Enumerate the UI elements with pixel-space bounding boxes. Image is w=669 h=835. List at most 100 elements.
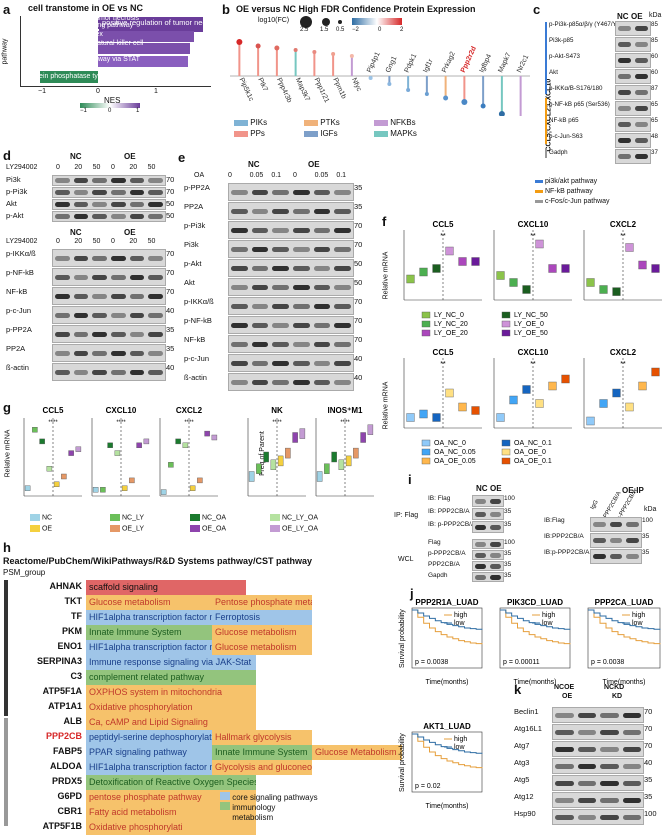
b-gene-label: Mapk7 [497, 52, 512, 74]
k-band [622, 814, 641, 820]
d-bottom-row: ß-actin 40 [6, 362, 176, 381]
d-bottom-band [148, 274, 163, 280]
e-band [334, 379, 351, 385]
a-legtick-2: 0 [108, 108, 112, 114]
i-ip-blot [472, 521, 504, 533]
j-ylabel-2: Survival probability [399, 733, 406, 792]
c-legend-3: c-Fos/c-Jun pathway [535, 198, 610, 205]
b-size-legend [300, 16, 402, 28]
i-ip-blot [472, 508, 504, 520]
f-box [625, 402, 634, 412]
k-row: Hsp90 100 [514, 808, 669, 825]
b-gene-label: Ppp1r21 [313, 77, 331, 104]
dose-label: 0 [111, 164, 115, 171]
f-legend-swatch [501, 320, 511, 328]
c-row-label: p-Pi3k-p85α/β/γ (Y467/Y464/Y199) [549, 21, 646, 28]
f-legend-label: OA_OE_0.05 [434, 458, 476, 465]
e-band [313, 360, 331, 366]
i-right-title: OE:IP [622, 486, 644, 495]
e-row-kda: 50 [354, 278, 363, 287]
k-band [577, 712, 596, 718]
e-band [251, 303, 269, 309]
dose-label: 50 [147, 238, 156, 245]
d-top-row: p-Akt 50 [6, 210, 176, 222]
e-blot [228, 183, 354, 201]
f-box [458, 402, 467, 412]
g-box [168, 462, 174, 468]
f-box [535, 399, 544, 408]
b-gene-label: Prkag2 [441, 51, 457, 74]
f-ylabel-top: Relative mRNA [382, 251, 390, 300]
a-xtick-1: −1 [38, 88, 46, 95]
e-band [231, 246, 248, 252]
i-wcl-blot [472, 572, 504, 582]
d-bottom-row-kda: 35 [166, 344, 175, 353]
g-box [129, 477, 135, 484]
h-gene-label: ATP1A1 [48, 701, 82, 711]
f-box [522, 285, 531, 294]
k-band [577, 797, 596, 803]
e-row-kda: 70 [354, 297, 363, 306]
i-ip-band [475, 498, 486, 504]
b-cat-label: PIKs [250, 118, 268, 127]
e-band [272, 322, 289, 328]
e-band [251, 341, 269, 347]
b-cat-item: PTKs [304, 118, 340, 127]
f-box [599, 399, 608, 408]
f-box [612, 388, 621, 398]
c-row-label: p-c-Jun-S63 [549, 133, 583, 140]
c-band [618, 138, 631, 143]
b-cat-label: IGFs [320, 129, 338, 138]
e-row: p-PP2A 35 [184, 182, 370, 201]
d-top-band [148, 202, 163, 207]
c-band [618, 122, 631, 127]
h-pathway-bar: complement related pathway [86, 670, 256, 685]
a-bar-4 [98, 56, 188, 67]
f-legend-swatch [501, 311, 511, 319]
f-subplot-title: CXCL2 [610, 348, 637, 357]
g-legend-label: NC_LY_OA [281, 514, 319, 522]
e-row-label: p-IKKα/ß [184, 297, 214, 306]
d-bottom-row-label: p-PP2A [6, 325, 32, 334]
d-bottom-row-kda: 40 [166, 306, 175, 315]
g-subplot-title: CXCL2 [176, 406, 203, 415]
e-row-label: NF-kB [184, 335, 206, 344]
i-right-row-kda: 35 [642, 533, 650, 540]
g-legend-label: OE_OA [201, 525, 227, 533]
f-box [586, 278, 595, 287]
dose-label: 50 [147, 164, 156, 171]
a-path-5: mediated cytotoxicity [27, 47, 92, 54]
g-box [92, 487, 99, 493]
f-legend-label: LY_OE_0 [514, 321, 544, 328]
d-bottom-band [55, 293, 70, 299]
k-blot [552, 775, 644, 791]
e-band [272, 360, 289, 366]
d-top-row: Akt 50 [6, 198, 176, 210]
panel-e: e NC OE OA 0 0.05 0.1 0 0.05 0.1 p-PP2A 35 PP2A… [178, 150, 368, 400]
e-row-label: ß-actin [184, 373, 207, 382]
e-row-label: Akt [184, 278, 195, 287]
f-box [651, 264, 660, 273]
i-wcl-band [475, 563, 486, 569]
c-row: Gadph 37 [549, 148, 669, 164]
d-bottom-band [129, 350, 145, 356]
dose-label: 0.05 [249, 172, 264, 179]
k-row-label: Hsp90 [514, 809, 536, 818]
k-band [577, 729, 596, 735]
h-gene-label: TKT [64, 596, 83, 606]
d-top-band [129, 190, 145, 195]
g-box [345, 455, 352, 467]
i-ip-row-label: IB: PPP2CB/A [428, 508, 470, 515]
f-legend-label: LY_NC_20 [434, 321, 468, 328]
d-bottom-row-label: PP2A [6, 344, 26, 353]
h-pathway-bar: Glycolysis and gluconeogenesis [212, 760, 312, 775]
d-bottom-row-label: p-NF-kB [6, 268, 34, 277]
h-pathway-bar: Glucose metabolism [212, 625, 312, 640]
g-box [331, 451, 337, 463]
g-legend-item: NC [30, 514, 52, 521]
d-bottom-row: p-IKKα/ß 70 [6, 248, 176, 267]
c-lane-nc: NC [617, 12, 629, 21]
e-band [231, 303, 248, 309]
i-wcl-label: WCL [398, 556, 414, 563]
f-box [445, 246, 454, 256]
